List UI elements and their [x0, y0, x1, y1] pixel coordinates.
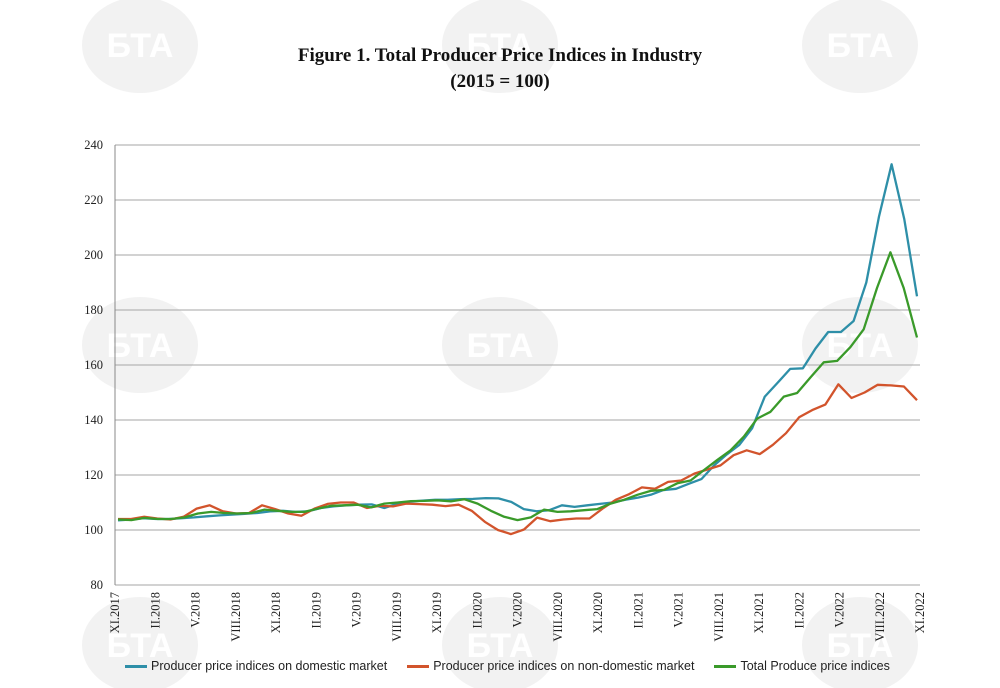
x-tick-label: VIII.2019 — [390, 592, 404, 642]
chart-title: Figure 1. Total Producer Price Indices i… — [297, 45, 703, 66]
y-tick-label: 180 — [84, 303, 103, 317]
watermark-badge — [802, 0, 918, 93]
x-tick-label: II.2022 — [792, 592, 806, 628]
watermark-badge — [802, 597, 918, 688]
x-tick-label: VIII.2022 — [873, 592, 887, 642]
legend-swatch-non-domestic — [407, 664, 430, 668]
y-tick-label: 200 — [84, 248, 103, 262]
watermark-badge — [82, 0, 198, 93]
watermark-text: БТА — [107, 327, 174, 365]
x-tick-label: XI.2022 — [913, 592, 927, 633]
legend: Producer price indices on domestic marke… — [125, 659, 925, 673]
watermark-text: БТА — [467, 327, 534, 365]
x-tick-label: V.2019 — [350, 592, 364, 628]
x-tick-label: XI.2021 — [752, 592, 766, 633]
watermark-badge — [82, 297, 198, 393]
series-line-2 — [117, 251, 919, 522]
watermark-text: БТА — [107, 627, 174, 665]
x-tick-label: XI.2020 — [591, 592, 605, 633]
y-tick-label: 220 — [84, 193, 103, 207]
legend-item-total: Total Produce price indices — [714, 659, 890, 673]
x-tick-label: II.2020 — [470, 592, 484, 628]
watermark-text: БТА — [827, 27, 894, 65]
watermark-badge — [802, 297, 918, 393]
legend-item-non-domestic: Producer price indices on non-domestic m… — [407, 659, 694, 673]
chart-subtitle: (2015 = 100) — [450, 71, 550, 92]
watermark-text: БТА — [107, 27, 174, 65]
watermark-badge — [442, 597, 558, 688]
watermark-text: БТА — [467, 627, 534, 665]
x-tick-label: VIII.2018 — [229, 592, 243, 642]
legend-label-total: Total Produce price indices — [740, 659, 890, 673]
y-tick-label: 80 — [91, 578, 104, 592]
x-tick-label: V.2022 — [833, 592, 847, 628]
x-tick-label: II.2021 — [631, 592, 645, 628]
watermark-badge — [82, 597, 198, 688]
x-tick-label: II.2019 — [309, 592, 323, 628]
legend-swatch-total — [714, 664, 737, 668]
x-tick-label: XI.2018 — [269, 592, 283, 633]
watermark-text: БТА — [467, 27, 534, 65]
y-tick-label: 240 — [84, 138, 103, 152]
y-tick-labels: 80 100 120 140 160 180 200 220 240 — [84, 138, 103, 592]
legend-item-domestic: Producer price indices on domestic marke… — [125, 659, 387, 673]
grid-lines — [115, 144, 920, 586]
x-tick-label: II.2018 — [148, 592, 162, 628]
x-tick-labels: XI.2017 II.2018 V.2018 VIII.2018 XI.2018 II.2… — [108, 592, 927, 642]
y-tick-label: 120 — [84, 468, 103, 482]
watermark-text: БТА — [827, 627, 894, 665]
x-tick-label: VIII.2020 — [551, 592, 565, 642]
watermark-badge — [442, 297, 558, 393]
series-lines — [117, 163, 919, 536]
x-tick-label: VIII.2021 — [712, 592, 726, 642]
x-tick-label: V.2020 — [511, 592, 525, 628]
x-tick-label: V.2021 — [672, 592, 686, 628]
series-line-1 — [118, 383, 918, 536]
y-tick-label: 140 — [84, 413, 103, 427]
x-tick-label: XI.2017 — [108, 592, 122, 633]
legend-label-domestic: Producer price indices on domestic marke… — [151, 659, 388, 673]
legend-swatch-domestic — [125, 664, 147, 668]
legend-label-non-domestic: Producer price indices on non-domestic m… — [433, 659, 695, 673]
watermark-badge — [442, 0, 558, 93]
y-tick-label: 100 — [84, 523, 103, 537]
x-tick-label: XI.2019 — [430, 592, 444, 633]
y-tick-label: 160 — [84, 358, 103, 372]
x-tick-label: V.2018 — [189, 592, 203, 628]
